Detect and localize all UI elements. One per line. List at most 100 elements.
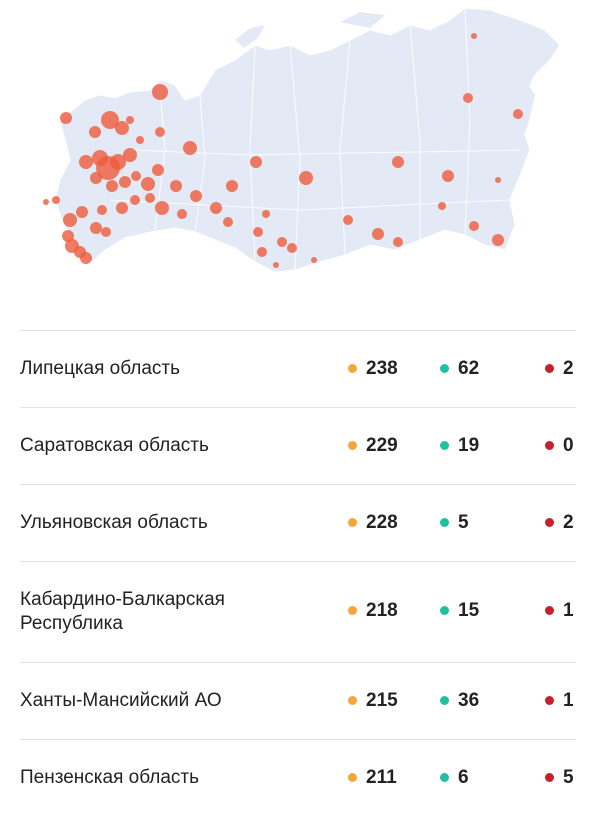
recovered-dot-icon [440, 518, 449, 527]
case-bubble[interactable] [130, 195, 140, 205]
case-bubble[interactable] [273, 262, 279, 268]
case-bubble[interactable] [115, 121, 129, 135]
table-row[interactable]: Саратовская область 229 19 0 [20, 407, 576, 484]
confirmed-count: 215 [348, 689, 398, 713]
table-row[interactable]: Липецкая область 238 62 2 [20, 330, 576, 407]
case-bubble[interactable] [177, 209, 187, 219]
case-bubble[interactable] [155, 127, 165, 137]
table-row[interactable]: Ханты-Мансийский АО 215 36 1 [20, 662, 576, 739]
confirmed-count: 229 [348, 434, 398, 458]
deaths-count: 1 [545, 689, 574, 713]
case-bubble[interactable] [210, 202, 222, 214]
region-name: Липецкая область [20, 358, 181, 379]
case-bubble[interactable] [76, 206, 88, 218]
region-name: Ульяновская область [20, 512, 208, 533]
case-bubble[interactable] [471, 33, 477, 39]
confirmed-dot-icon [348, 606, 357, 615]
case-bubble[interactable] [90, 172, 102, 184]
case-bubble[interactable] [79, 155, 93, 169]
deaths-dot-icon [545, 773, 554, 782]
case-bubble[interactable] [119, 176, 131, 188]
case-bubble[interactable] [393, 237, 403, 247]
deaths-dot-icon [545, 364, 554, 373]
confirmed-count: 228 [348, 511, 398, 535]
case-bubble[interactable] [145, 193, 155, 203]
case-bubble[interactable] [226, 180, 238, 192]
novaya-zemlya [235, 25, 265, 48]
confirmed-dot-icon [348, 364, 357, 373]
recovered-dot-icon [440, 696, 449, 705]
deaths-dot-icon [545, 606, 554, 615]
case-bubble[interactable] [152, 84, 168, 100]
deaths-count: 2 [545, 511, 574, 535]
case-bubble[interactable] [257, 247, 267, 257]
case-bubble[interactable] [223, 217, 233, 227]
case-bubble[interactable] [463, 93, 473, 103]
case-bubble[interactable] [170, 180, 182, 192]
deaths-dot-icon [545, 518, 554, 527]
russia-cases-map[interactable] [0, 0, 600, 300]
case-bubble[interactable] [52, 196, 60, 204]
recovered-count: 36 [440, 689, 479, 713]
case-bubble[interactable] [492, 234, 504, 246]
case-bubble[interactable] [62, 230, 74, 242]
case-bubble[interactable] [442, 170, 454, 182]
case-bubble[interactable] [101, 227, 111, 237]
table-row[interactable]: Кабардино-Балкарская Республика 218 15 1 [20, 561, 576, 662]
case-bubble[interactable] [152, 164, 164, 176]
case-bubble[interactable] [116, 202, 128, 214]
case-bubble[interactable] [131, 171, 141, 181]
case-bubble[interactable] [513, 109, 523, 119]
table-row[interactable]: Ульяновская область 228 5 2 [20, 484, 576, 561]
case-bubble[interactable] [469, 221, 479, 231]
case-bubble[interactable] [190, 190, 202, 202]
recovered-count: 5 [440, 511, 469, 535]
case-bubble[interactable] [136, 136, 144, 144]
case-bubbles [43, 33, 523, 268]
confirmed-count: 211 [348, 766, 397, 790]
case-bubble[interactable] [126, 116, 134, 124]
case-bubble[interactable] [90, 222, 102, 234]
case-bubble[interactable] [63, 213, 77, 227]
case-bubble[interactable] [141, 177, 155, 191]
confirmed-count: 238 [348, 357, 398, 381]
case-bubble[interactable] [183, 141, 197, 155]
case-bubble[interactable] [97, 205, 107, 215]
case-bubble[interactable] [262, 210, 270, 218]
confirmed-dot-icon [348, 518, 357, 527]
case-bubble[interactable] [438, 202, 446, 210]
case-bubble[interactable] [495, 177, 501, 183]
sakhalin [490, 165, 506, 230]
case-bubble[interactable] [110, 154, 126, 170]
recovered-count: 19 [440, 434, 479, 458]
case-bubble[interactable] [277, 237, 287, 247]
region-name: Пензенская область [20, 767, 199, 788]
case-bubble[interactable] [250, 156, 262, 168]
recovered-dot-icon [440, 606, 449, 615]
recovered-count: 15 [440, 599, 479, 623]
confirmed-dot-icon [348, 773, 357, 782]
confirmed-dot-icon [348, 696, 357, 705]
case-bubble[interactable] [392, 156, 404, 168]
deaths-dot-icon [545, 696, 554, 705]
case-bubble[interactable] [343, 215, 353, 225]
recovered-count: 6 [440, 766, 469, 790]
case-bubble[interactable] [89, 126, 101, 138]
case-bubble[interactable] [253, 227, 263, 237]
case-bubble[interactable] [311, 257, 317, 263]
case-bubble[interactable] [101, 111, 119, 129]
case-bubble[interactable] [155, 201, 169, 215]
case-bubble[interactable] [123, 148, 137, 162]
deaths-count: 0 [545, 434, 574, 458]
deaths-count: 2 [545, 357, 574, 381]
case-bubble[interactable] [60, 112, 72, 124]
case-bubble[interactable] [287, 243, 297, 253]
case-bubble[interactable] [372, 228, 384, 240]
case-bubble[interactable] [299, 171, 313, 185]
case-bubble[interactable] [43, 199, 49, 205]
table-row[interactable]: Пензенская область 211 6 5 [20, 739, 576, 816]
confirmed-count: 218 [348, 599, 398, 623]
case-bubble[interactable] [106, 180, 118, 192]
region-stats-table: Липецкая область 238 62 2 Саратовская об… [20, 330, 576, 816]
case-bubble[interactable] [80, 252, 92, 264]
